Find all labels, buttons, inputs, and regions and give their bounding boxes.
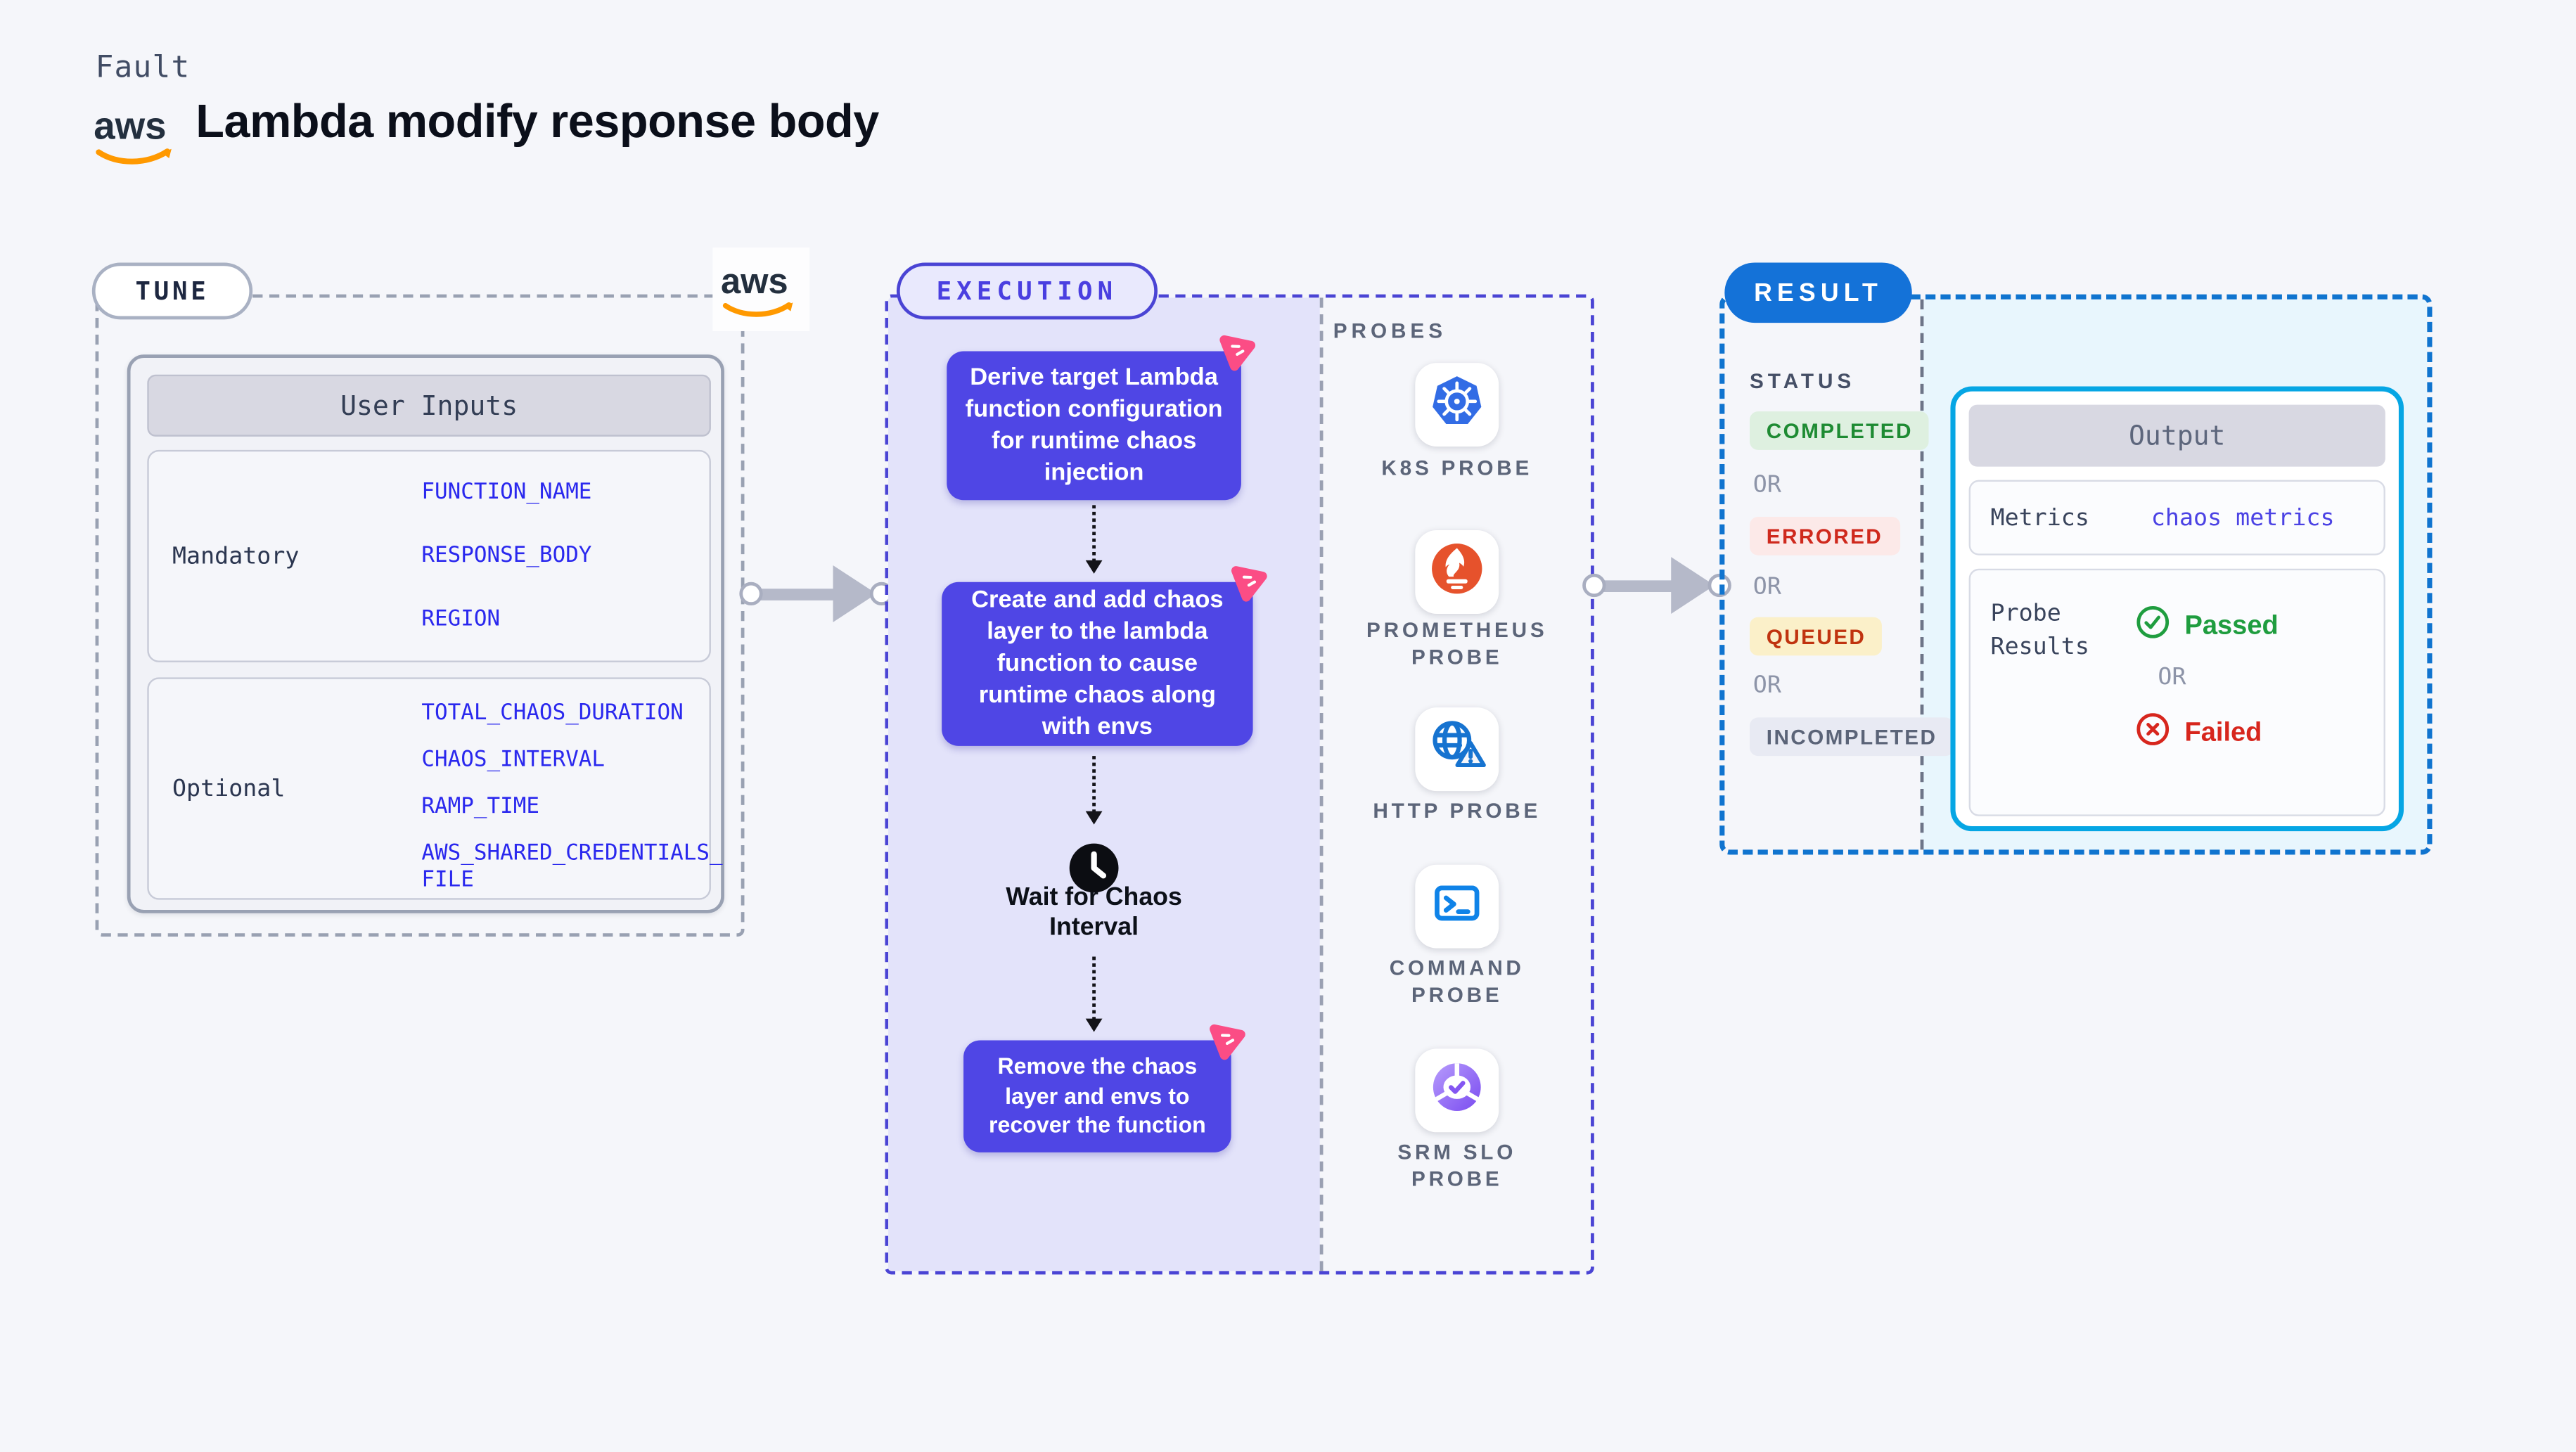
prometheus-probe-card xyxy=(1415,530,1499,614)
or-separator: OR xyxy=(1752,573,1781,600)
execution-step-derive-config: Derive target Lambda function configurat… xyxy=(947,351,1241,501)
or-separator: OR xyxy=(1752,471,1781,499)
srm-slo-probe-card xyxy=(1415,1048,1499,1133)
x-circle-icon xyxy=(2134,711,2171,756)
aws-logo-icon: aws xyxy=(92,97,182,174)
user-inputs-card: User Inputs Mandatory FUNCTION_NAME RESP… xyxy=(127,354,724,913)
probes-column-title: PROBES xyxy=(1333,319,1447,343)
prometheus-icon xyxy=(1427,538,1487,607)
chaos-triangle-icon xyxy=(1228,558,1271,602)
execution-section-badge: EXECUTION xyxy=(896,262,1158,320)
metrics-label: Metrics xyxy=(1990,504,2089,532)
param-region: REGION xyxy=(421,607,501,633)
flow-connector-arrow-icon xyxy=(1084,505,1102,574)
svg-text:aws: aws xyxy=(721,260,788,300)
k8s-probe-label: K8S PROBE xyxy=(1381,456,1533,480)
optional-label: Optional xyxy=(172,775,286,802)
user-inputs-table-header: User Inputs xyxy=(147,374,711,437)
status-badge-completed: COMPLETED xyxy=(1750,411,1930,450)
execution-step-add-chaos-layer: Create and add chaos layer to the lambda… xyxy=(942,582,1253,746)
param-aws-shared-credentials-file: AWS_SHARED_CREDENTIALS_ FILE xyxy=(421,841,723,894)
probe-result-failed: Failed xyxy=(2134,711,2262,756)
result-status-divider xyxy=(1920,299,1924,850)
command-probe-card xyxy=(1415,864,1499,949)
k8s-probe-card xyxy=(1415,363,1499,447)
probe-result-passed: Passed xyxy=(2134,604,2279,649)
tune-to-execution-arrow-icon xyxy=(739,565,894,622)
result-section-badge: RESULT xyxy=(1724,262,1912,323)
fault-kicker: Fault xyxy=(95,50,191,86)
tune-section-badge: TUNE xyxy=(91,262,253,320)
check-circle-icon xyxy=(2134,604,2171,649)
mandatory-label: Mandatory xyxy=(172,542,300,570)
execution-probes-divider xyxy=(1319,297,1324,1271)
or-separator: OR xyxy=(1752,672,1781,700)
probe-results-label: Probe Results xyxy=(1990,600,2089,661)
param-ramp-time: RAMP_TIME xyxy=(421,794,539,820)
srm-slo-probe-label: SRM SLO PROBE xyxy=(1397,1141,1517,1191)
probe-results-row: Probe Results Passed OR xyxy=(1968,568,2385,816)
http-globe-warning-icon xyxy=(1425,716,1489,783)
kubernetes-icon xyxy=(1427,371,1487,439)
http-probe-card xyxy=(1415,707,1499,792)
wait-for-chaos-interval-label: Wait for Chaos Interval xyxy=(1006,882,1182,942)
param-response-body: RESPONSE_BODY xyxy=(421,544,592,569)
tune-section-container xyxy=(95,294,745,937)
metrics-value: chaos metrics xyxy=(2151,504,2335,532)
http-probe-label: HTTP PROBE xyxy=(1373,799,1542,823)
status-badge-incompleted: INCOMPLETED xyxy=(1750,717,1954,757)
output-card: Output Metrics chaos metrics Probe Resul… xyxy=(1950,386,2404,832)
srm-slo-donut-check-icon xyxy=(1427,1056,1487,1125)
prometheus-probe-label: PROMETHEUS PROBE xyxy=(1366,619,1548,669)
passed-label: Passed xyxy=(2184,611,2279,640)
chaos-triangle-icon xyxy=(1216,328,1260,371)
or-separator: OR xyxy=(2158,664,2186,691)
execution-to-result-arrow-icon xyxy=(1582,557,1731,614)
output-card-header: Output xyxy=(1968,404,2385,467)
aws-platform-logo-icon: aws xyxy=(712,248,810,331)
optional-inputs-row: Optional TOTAL_CHAOS_DURATION CHAOS_INTE… xyxy=(147,677,723,900)
mandatory-inputs-row: Mandatory FUNCTION_NAME RESPONSE_BODY RE… xyxy=(147,449,711,662)
flow-connector-arrow-icon xyxy=(1084,956,1102,1032)
failed-label: Failed xyxy=(2184,718,2262,747)
metrics-row: Metrics chaos metrics xyxy=(1968,480,2385,555)
param-chaos-interval: CHAOS_INTERVAL xyxy=(421,747,605,773)
svg-text:aws: aws xyxy=(94,103,166,147)
terminal-icon xyxy=(1428,874,1485,939)
status-heading: STATUS xyxy=(1750,369,1856,393)
param-function-name: FUNCTION_NAME xyxy=(421,480,592,506)
page-title: Lambda modify response body xyxy=(196,95,879,148)
clock-icon xyxy=(1068,841,1121,894)
param-total-chaos-duration: TOTAL_CHAOS_DURATION xyxy=(421,700,684,726)
flow-connector-arrow-icon xyxy=(1084,756,1102,825)
execution-step-remove-chaos-layer: Remove the chaos layer and envs to recov… xyxy=(963,1040,1231,1152)
result-section-container xyxy=(1719,294,2433,855)
status-badge-queued: QUEUED xyxy=(1750,617,1883,656)
command-probe-label: COMMAND PROBE xyxy=(1389,956,1525,1007)
status-badge-errored: ERRORED xyxy=(1750,516,1899,555)
chaos-triangle-icon xyxy=(1206,1017,1250,1060)
